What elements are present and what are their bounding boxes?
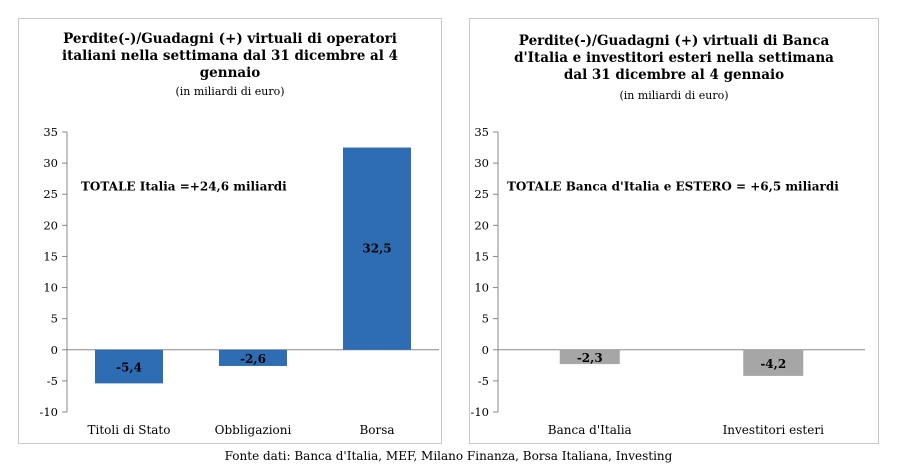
y-tick-label: 35: [43, 125, 58, 139]
chart-title: Perdite(-)/Guadagni (+) virtuali di oper…: [19, 31, 441, 82]
x-tick-label: Banca d'Italia: [548, 423, 632, 437]
chart-title-line: dal 31 dicembre al 4 gennaio: [563, 67, 785, 83]
source-note: Fonte dati: Banca d'Italia, MEF, Milano …: [224, 449, 673, 463]
x-tick-label: Investitori esteri: [723, 423, 825, 437]
total-annotation: TOTALE Italia =+24,6 miliardi: [81, 179, 287, 193]
left-chart-panel: Perdite(-)/Guadagni (+) virtuali di oper…: [18, 18, 442, 444]
data-label: -5,4: [116, 361, 142, 375]
y-tick-label: 30: [43, 156, 58, 170]
x-tick-label: Obbligazioni: [215, 423, 292, 437]
chart-subtitle: (in miliardi di euro): [175, 85, 285, 98]
left-bar-chart: -10 -5 0 5 10 15 20 25 30 35 -5,4 Titoli di Stato -2…: [39, 125, 439, 437]
y-tick-label: 25: [43, 187, 58, 201]
data-label: -2,3: [577, 351, 603, 365]
y-tick-label: 20: [43, 218, 58, 232]
y-tick-label: -5: [47, 374, 58, 388]
right-bar-chart: -10 -5 0 5 10 15 20 25 30 35 -2,3 Banca d'Italia -4,…: [470, 125, 865, 437]
bar: [219, 349, 287, 366]
chart-title-line: Perdite(-)/Guadagni (+) virtuali di Banc…: [518, 33, 830, 49]
y-tick-label: 5: [482, 312, 489, 326]
bar: [559, 349, 620, 365]
chart-subtitle: (in miliardi di euro): [619, 89, 729, 102]
chart-title-line: d'Italia e investitori esteri nella sett…: [514, 50, 834, 66]
bar: [743, 349, 804, 376]
y-tick-label: -5: [478, 374, 489, 388]
data-label: -4,2: [760, 357, 786, 371]
chart-title-line: italiani nella settimana dal 31 dicembre…: [62, 48, 398, 64]
chart-title: Perdite(-)/Guadagni (+) virtuali di Banc…: [470, 33, 878, 84]
y-tick-label: 5: [51, 312, 58, 326]
y-tick-label: 10: [474, 281, 489, 295]
chart-title-line: gennaio: [199, 65, 261, 81]
data-label: 32,5: [362, 242, 391, 256]
y-tick-label: 0: [51, 343, 58, 357]
y-tick-label: 25: [474, 187, 489, 201]
y-tick-label: 30: [474, 156, 489, 170]
y-tick-label: 10: [43, 281, 58, 295]
y-tick-label: -10: [39, 405, 58, 419]
x-tick-label: Titoli di Stato: [88, 423, 171, 437]
right-chart-panel: Perdite(-)/Guadagni (+) virtuali di Banc…: [469, 18, 879, 444]
y-tick-label: 15: [474, 249, 489, 263]
bar: [343, 147, 411, 350]
x-tick-label: Borsa: [359, 423, 394, 437]
y-tick-label: 15: [43, 249, 58, 263]
bar: [95, 349, 163, 384]
y-tick-label: 0: [482, 343, 489, 357]
y-tick-label: 35: [474, 125, 489, 139]
y-tick-label: 20: [474, 218, 489, 232]
data-label: -2,6: [240, 352, 266, 366]
y-tick-label: -10: [470, 405, 489, 419]
total-annotation: TOTALE Banca d'Italia e ESTERO = +6,5 mi…: [507, 179, 839, 193]
chart-title-line: Perdite(-)/Guadagni (+) virtuali di oper…: [63, 31, 397, 47]
